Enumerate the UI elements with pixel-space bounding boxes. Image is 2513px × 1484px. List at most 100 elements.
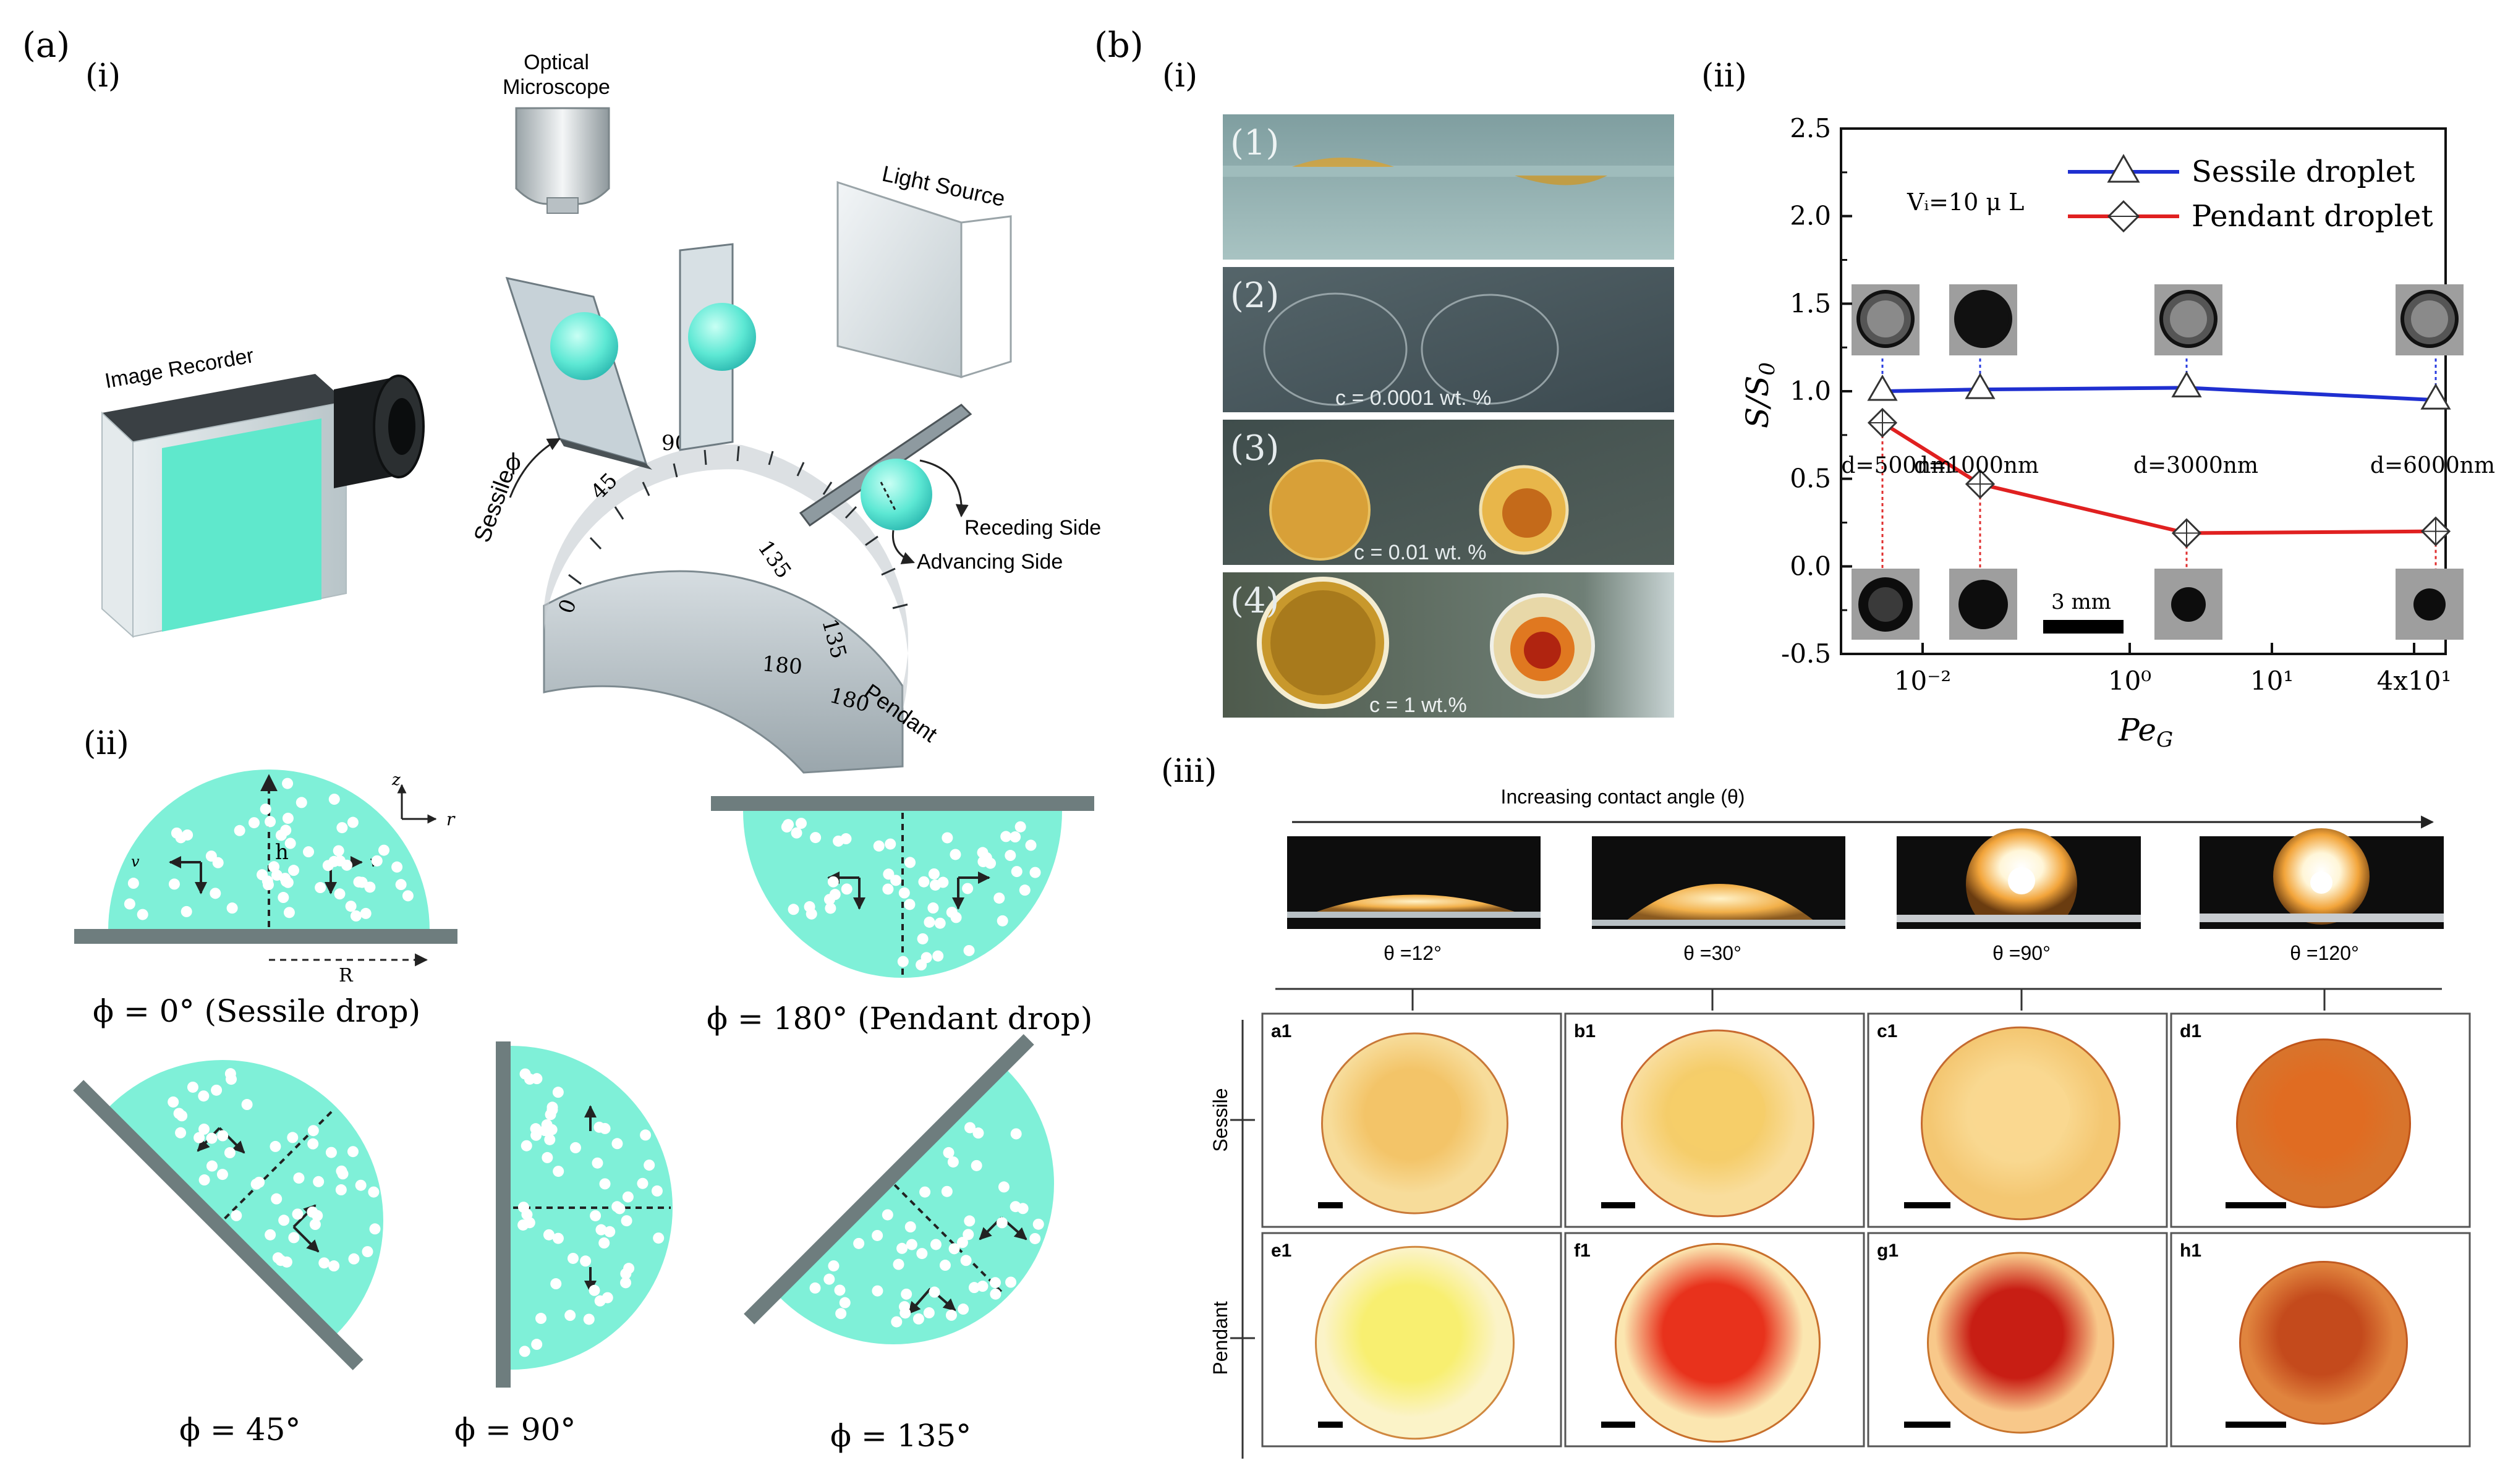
particle-dot [989, 1277, 1001, 1289]
particle-dot [336, 822, 348, 834]
particle-dot [942, 832, 953, 844]
angle-label-120: θ =120° [2290, 942, 2359, 964]
sessile-point [2171, 371, 2202, 397]
particle-dot [283, 907, 295, 918]
particle-dot [873, 840, 885, 852]
particle-dot [835, 1308, 847, 1320]
particle-dot [590, 1210, 602, 1221]
particle-dot [309, 1219, 321, 1231]
schematic-phi180: ϕ = 180° (Pendant drop) [707, 796, 1094, 1037]
tile-label-e1: e1 [1271, 1240, 1291, 1261]
photo-3-number: (3) [1230, 428, 1279, 469]
particle-dot [839, 1297, 851, 1308]
particle-dot [964, 1215, 976, 1227]
particle-dot [550, 1278, 562, 1290]
series [1867, 371, 2451, 548]
particle-dot [347, 1146, 359, 1158]
particle-dot [250, 1178, 262, 1190]
caption-phi0: ϕ = 0° (Sessile drop) [93, 993, 420, 1029]
protractor: 0 45 90 135 180 135 180 [543, 431, 909, 774]
particle-dot [885, 838, 896, 850]
particle-dot [544, 1134, 556, 1145]
panel-a-label: (a) [22, 25, 70, 66]
y-tick-label: 0.5 [1790, 464, 1831, 494]
particle-dot [371, 855, 383, 867]
caption-phi90: ϕ = 90° [454, 1412, 576, 1448]
particle-dot [614, 1203, 626, 1215]
particle-dot [810, 832, 822, 844]
particle-dot [890, 875, 902, 886]
particle-dot [241, 1099, 253, 1111]
particle-dot [971, 1160, 982, 1171]
image-recorder: Image Recorder [101, 344, 425, 638]
particle-dot [620, 1277, 632, 1289]
particle-dot [395, 879, 407, 891]
particle-dot [1029, 867, 1041, 878]
panel-a-ii-label: (ii) [83, 725, 129, 762]
sessile-thumbnail-inner [2170, 300, 2207, 337]
particle-dot [322, 860, 334, 871]
particle-dot [921, 952, 932, 964]
angle-label-90: θ =90° [1992, 942, 2051, 964]
particle-dot [809, 1282, 821, 1294]
particle-dot [990, 1288, 1001, 1300]
particle-dot [977, 847, 989, 859]
particle-dot [248, 817, 260, 829]
particle-dot [891, 1316, 903, 1328]
particle-dot [1005, 1276, 1017, 1288]
sessile-drop [550, 312, 618, 380]
particle-dot [231, 1210, 242, 1221]
particle-dot [788, 904, 799, 915]
particle-dot [168, 878, 180, 890]
photo-2-number: (2) [1230, 276, 1279, 316]
particle-dot [1010, 831, 1021, 843]
particle-dot [924, 916, 935, 928]
particle-dot [553, 1166, 564, 1177]
particle-dot [531, 1073, 543, 1085]
particle-dot [288, 1232, 300, 1244]
bracket-lines [1230, 988, 2442, 1459]
sessile-point [2420, 383, 2451, 410]
particle-dot [916, 1248, 928, 1260]
pendant-slide [799, 404, 972, 530]
particle-dot [307, 1125, 319, 1137]
particle-dot [517, 1219, 529, 1231]
scale-bar-b1 [1601, 1202, 1635, 1208]
panel-b-label: (b) [1094, 25, 1144, 66]
particle-dot [171, 827, 182, 839]
particle-dot [904, 899, 916, 910]
particle-dot [611, 1138, 623, 1150]
particle-dots [124, 778, 1044, 1357]
particle-group [168, 1068, 381, 1272]
particle-dot [355, 1179, 367, 1191]
tick-135: 135 [753, 536, 796, 583]
particle-dot [872, 1285, 883, 1297]
deposit-core-c1 [1971, 1069, 2070, 1153]
particle-dot [599, 1178, 611, 1190]
scale-bar-d1 [2226, 1202, 2286, 1208]
particle-dot [315, 882, 326, 894]
schematic-phi0: h R z r v v ϕ = 0° (Sessile drop) [74, 770, 457, 1029]
particle-dot [334, 888, 346, 900]
legend-label: Sessile droplet [2192, 155, 2415, 189]
particle-dot [337, 1168, 349, 1180]
particle-dot [217, 1130, 229, 1142]
particle-dot [265, 816, 276, 828]
particle-dot [271, 1193, 283, 1205]
particle-dot [823, 1273, 835, 1285]
r-axis-label: r [446, 809, 456, 829]
particle-dot [347, 816, 359, 828]
sessile-label: Sessile [469, 466, 519, 546]
pendant-drop [861, 459, 932, 530]
pendant-thumbnail-deposit [2171, 587, 2206, 622]
v-rec-label-1: v [131, 853, 140, 870]
particle-dot [211, 1084, 223, 1096]
particle-dot [998, 1181, 1010, 1193]
photo-4-caption: c = 1 wt.% [1369, 693, 1467, 717]
particle-dot [896, 1242, 908, 1254]
pendant-thumbnail-deposit [2413, 588, 2446, 621]
advancing-side-label: Advancing Side [917, 550, 1063, 574]
particle-dot [962, 883, 974, 894]
drop-phi0 [108, 770, 430, 930]
particle-dot [996, 1217, 1008, 1229]
